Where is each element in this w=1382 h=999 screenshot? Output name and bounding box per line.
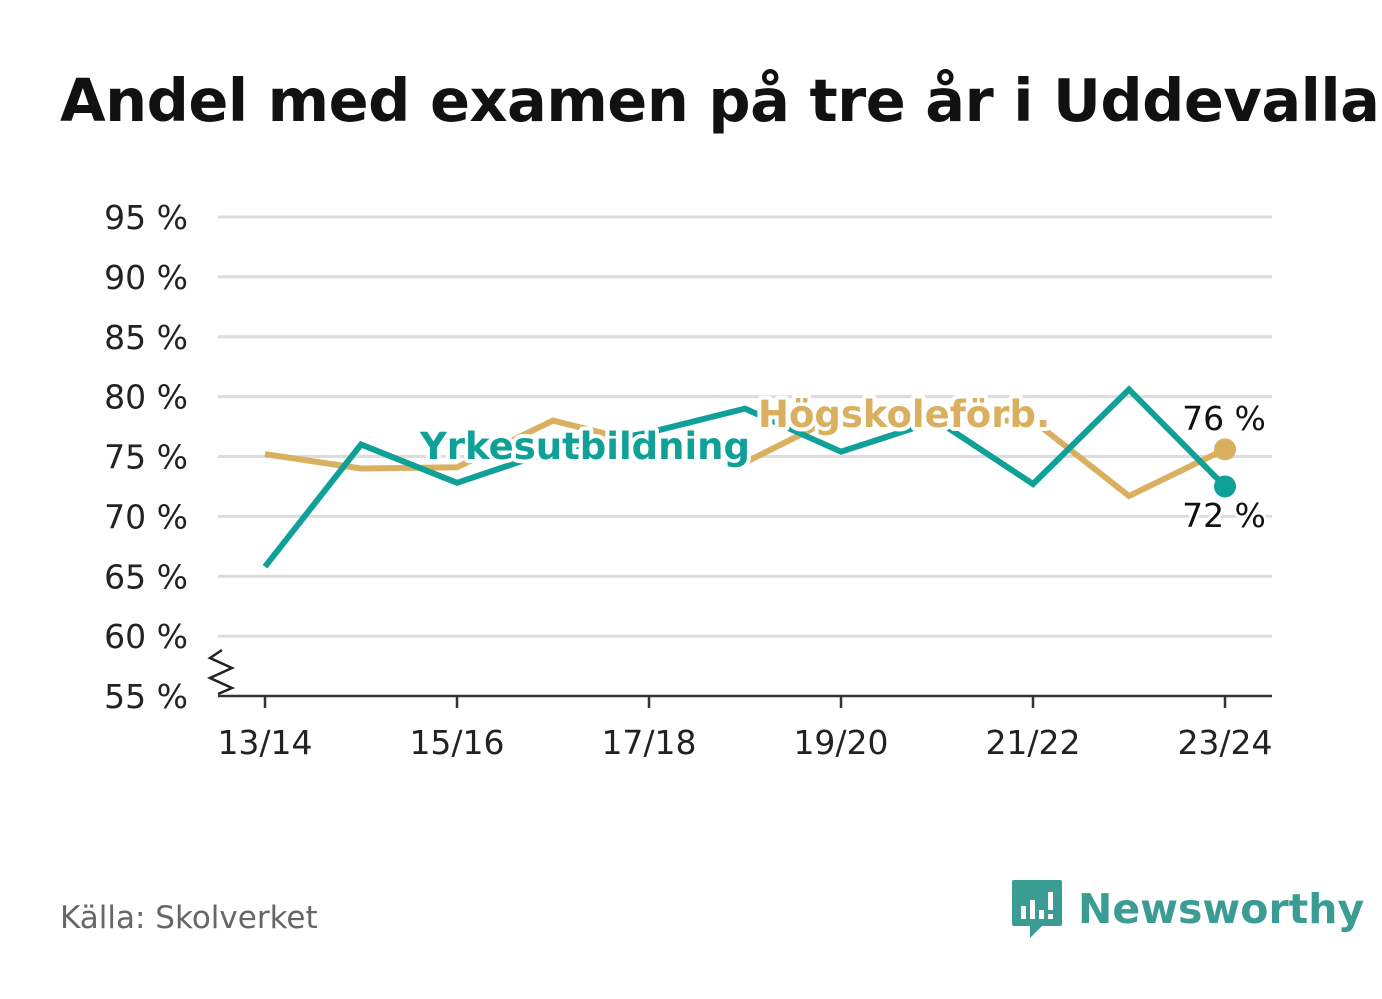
series-name-label: Högskoleförb. bbox=[758, 393, 1050, 436]
end-value-label: 72 % bbox=[1182, 496, 1266, 535]
y-tick-label: 80 % bbox=[104, 378, 188, 417]
y-tick-label: 95 % bbox=[104, 198, 188, 237]
axes: 55 % 60 % 65 % 70 % 75 % 80 % 85 % 90 % 95 % 13/1… bbox=[104, 198, 1272, 762]
y-tick-label: 55 % bbox=[104, 677, 188, 716]
newsworthy-bar-chart-icon bbox=[1012, 880, 1062, 938]
x-tick-label: 13/14 bbox=[217, 723, 312, 762]
series-labels: Högskoleförb.Yrkesutbildning 76 % 72 % bbox=[415, 389, 1269, 538]
y-tick-label: 65 % bbox=[104, 557, 188, 596]
x-tick-label: 17/18 bbox=[601, 723, 696, 762]
y-tick-label: 70 % bbox=[104, 497, 188, 536]
y-tick-label: 75 % bbox=[104, 438, 188, 477]
source-note: Källa: Skolverket bbox=[60, 900, 318, 936]
x-tick-label: 19/20 bbox=[793, 723, 888, 762]
x-tick-label: 23/24 bbox=[1177, 723, 1272, 762]
y-tick-label: 60 % bbox=[104, 617, 188, 656]
series-end-point-0 bbox=[1214, 438, 1236, 461]
series-name-label: Yrkesutbildning bbox=[419, 425, 750, 468]
newsworthy-logo: Newsworthy bbox=[1010, 878, 1364, 940]
y-tick-label: 90 % bbox=[104, 258, 188, 297]
y-tick-label: 85 % bbox=[104, 318, 188, 357]
brand-name: Newsworthy bbox=[1078, 885, 1365, 933]
series-line-1 bbox=[262, 385, 1228, 569]
x-tick-label: 21/22 bbox=[985, 723, 1080, 762]
chart-title: Andel med examen på tre år i Uddevalla bbox=[60, 66, 1380, 135]
axis-break-marker bbox=[206, 648, 236, 696]
series-lines bbox=[262, 385, 1236, 569]
series-end-point-1 bbox=[1214, 475, 1236, 498]
end-value-label: 76 % bbox=[1182, 399, 1266, 438]
x-tick-label: 15/16 bbox=[409, 723, 504, 762]
